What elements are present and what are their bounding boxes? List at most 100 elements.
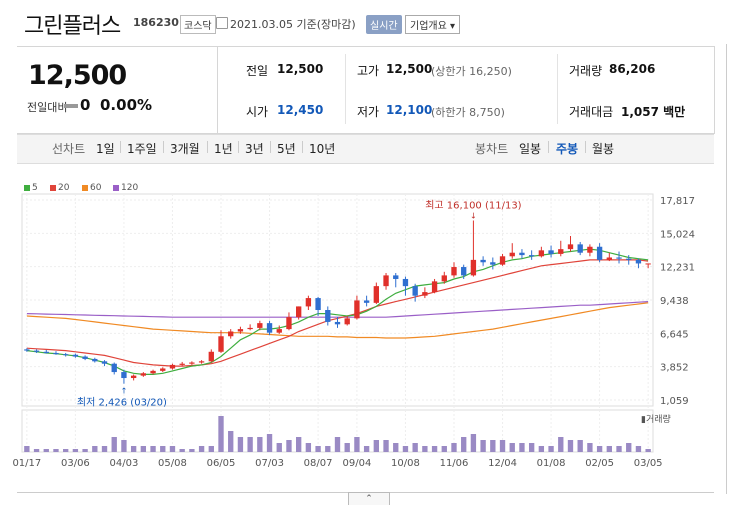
candle-body (528, 255, 535, 257)
open-value: 12,450 (277, 103, 324, 117)
market-badge: 코스닥 (180, 15, 216, 34)
y-tick-label: 9,438 (660, 296, 689, 307)
tab-period-1d[interactable]: 1일 (96, 142, 115, 156)
tab-period-3y[interactable]: 3년 (245, 142, 264, 156)
divider (302, 141, 303, 153)
volume-bar (519, 443, 525, 452)
candle-body (179, 363, 185, 365)
corp-overview-button[interactable]: 기업개요 ▾ (405, 15, 460, 34)
volume-bar (587, 443, 593, 452)
volume-bar (490, 440, 496, 452)
volume-bar (470, 434, 477, 452)
high-value: 12,500 (386, 62, 433, 76)
high-label: 고가 (357, 64, 380, 78)
trade-value: 1,057 백만 (621, 105, 686, 119)
candle-body (354, 300, 360, 319)
candle-body (53, 352, 59, 355)
volume-bar (461, 437, 467, 452)
volume-bar (325, 446, 331, 452)
candle-body (587, 246, 593, 253)
tab-period-10y[interactable]: 10년 (309, 142, 336, 156)
x-tick-label: 10/08 (391, 458, 420, 469)
volume-bar (645, 449, 651, 452)
tab-period-1y[interactable]: 1년 (214, 142, 233, 156)
candle-body (266, 323, 273, 333)
candle-body (82, 356, 88, 359)
candle-body (470, 259, 477, 276)
volume-frame (21, 409, 654, 453)
volume-bar (63, 449, 69, 452)
x-tick-label: 08/07 (304, 458, 333, 469)
candle-body (548, 250, 554, 254)
y-tick-label: 17,817 (660, 196, 695, 207)
volume-bar (451, 443, 457, 452)
volume-bar (228, 431, 234, 452)
lower-limit: (하한가 8,750) (431, 106, 505, 119)
volume-bar (111, 437, 117, 452)
tab-period-1w[interactable]: 1주일 (127, 142, 157, 156)
x-tick-label: 04/03 (110, 458, 139, 469)
ma5-line (26, 248, 649, 375)
candle-body (101, 361, 108, 364)
tab-period-3m[interactable]: 3개월 (170, 142, 200, 156)
tab-daily[interactable]: 일봉 (519, 142, 542, 156)
volume-bar (354, 437, 360, 452)
volume-bar (72, 449, 79, 452)
open-label: 시가 (246, 105, 269, 119)
divider (270, 141, 271, 153)
volume-label: ▮거래량 (641, 413, 671, 425)
volume-bar (276, 443, 282, 452)
candle-body (198, 361, 205, 363)
y-tick-label: 3,852 (660, 363, 689, 374)
tab-monthly[interactable]: 월봉 (592, 142, 615, 156)
tab-weekly[interactable]: 주봉 (556, 142, 579, 156)
low-value: 12,100 (386, 103, 433, 117)
volume-bar (121, 440, 127, 452)
volume-bar (441, 446, 447, 452)
candle-body (412, 286, 418, 296)
candle-body (33, 350, 40, 352)
tab-period-5y[interactable]: 5년 (277, 142, 296, 156)
candle-body (228, 331, 234, 337)
volume-bar (596, 446, 603, 452)
x-tick-label: 03/06 (61, 458, 90, 469)
calendar-icon (216, 17, 228, 29)
candle-body (499, 256, 506, 265)
divider (163, 141, 164, 153)
y-tick-label: 1,059 (660, 396, 689, 407)
candle-body (140, 373, 147, 376)
x-tick-label: 11/06 (440, 458, 469, 469)
candle-body (43, 351, 49, 353)
candle-body (295, 306, 302, 318)
volume-bar (626, 443, 632, 452)
candle-body (334, 321, 341, 325)
volume-label: 거래량 (569, 64, 603, 78)
volume-bar (53, 449, 59, 452)
prev-close-label: 전일 (246, 64, 269, 78)
high-arrow-icon: ↓ (470, 211, 477, 220)
candle-body (596, 246, 603, 260)
x-tick-label: 05/08 (158, 458, 187, 469)
volume-bar (606, 446, 612, 452)
legend-ma20: 20 (50, 183, 69, 193)
volume-bar (189, 449, 195, 452)
volume-value: 86,206 (609, 62, 656, 76)
candle-body (315, 298, 321, 311)
candle-body (626, 258, 632, 260)
realtime-button[interactable]: 실시간 (366, 15, 402, 34)
volume-bar (334, 437, 341, 452)
collapse-button[interactable]: ⌃ (348, 492, 390, 505)
tab-candle-chart[interactable]: 봉차트 (475, 142, 509, 156)
trade-value-label: 거래대금 (569, 105, 614, 119)
candle-body (237, 329, 244, 332)
y-tick-label: 12,231 (660, 263, 695, 274)
candle-body (431, 281, 438, 293)
volume-bar (402, 446, 409, 452)
tab-line-chart[interactable]: 선차트 (52, 142, 86, 156)
x-tick-label: 09/04 (343, 458, 372, 469)
candle-body (558, 249, 564, 254)
divider (557, 54, 558, 124)
volume-bar (101, 446, 108, 452)
base-date: 2021.03.05 기준(장마감) (230, 18, 356, 31)
candle-body (577, 244, 583, 253)
